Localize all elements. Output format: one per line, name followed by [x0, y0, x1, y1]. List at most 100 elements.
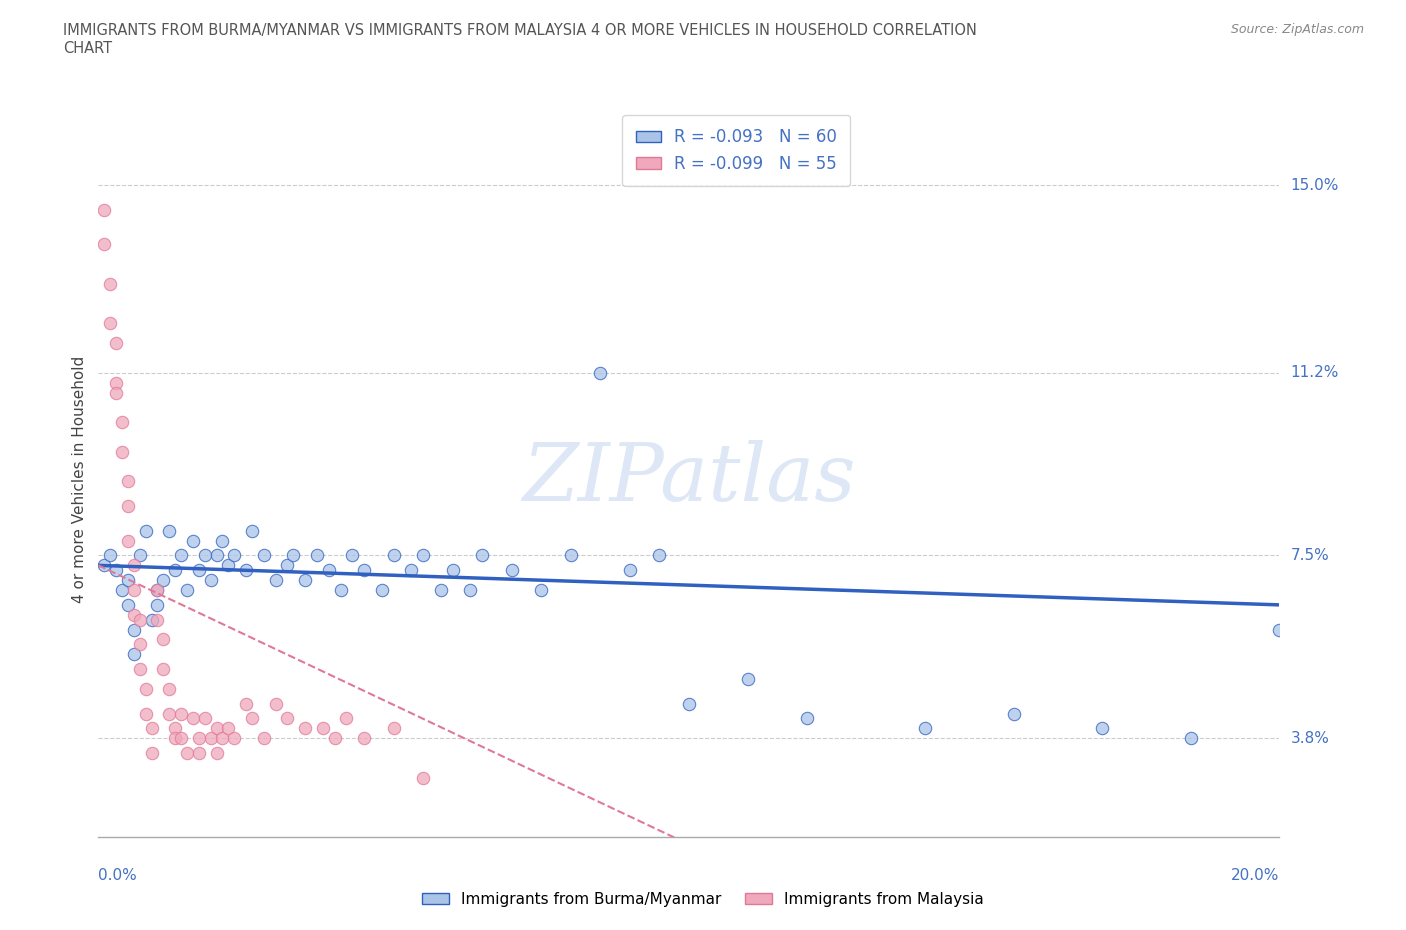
Point: [619, 563, 641, 578]
Point: [589, 365, 612, 380]
Point: [194, 548, 217, 563]
Point: [128, 637, 150, 652]
Point: [117, 533, 139, 548]
Point: [264, 573, 287, 588]
Point: [152, 661, 174, 676]
Point: [105, 336, 128, 351]
Point: [294, 573, 316, 588]
Point: [93, 203, 115, 218]
Point: [93, 237, 115, 252]
Point: [276, 558, 298, 573]
Point: [412, 770, 434, 785]
Point: [412, 548, 434, 563]
Point: [329, 582, 352, 597]
Point: [382, 548, 405, 563]
Text: Source: ZipAtlas.com: Source: ZipAtlas.com: [1230, 23, 1364, 36]
Point: [152, 573, 174, 588]
Point: [135, 524, 157, 538]
Point: [441, 563, 464, 578]
Point: [98, 548, 121, 563]
Point: [294, 721, 316, 736]
Point: [371, 582, 394, 597]
Point: [170, 731, 193, 746]
Point: [737, 671, 759, 686]
Point: [146, 612, 169, 627]
Point: [157, 706, 180, 721]
Point: [122, 607, 145, 622]
Text: IMMIGRANTS FROM BURMA/MYANMAR VS IMMIGRANTS FROM MALAYSIA 4 OR MORE VEHICLES IN : IMMIGRANTS FROM BURMA/MYANMAR VS IMMIGRA…: [63, 23, 977, 56]
Point: [200, 731, 222, 746]
Point: [176, 746, 198, 761]
Point: [1002, 706, 1025, 721]
Point: [170, 706, 193, 721]
Point: [157, 524, 180, 538]
Point: [211, 533, 233, 548]
Point: [200, 573, 222, 588]
Point: [122, 647, 145, 662]
Point: [224, 548, 246, 563]
Point: [1091, 721, 1114, 736]
Point: [430, 582, 453, 597]
Point: [117, 597, 139, 612]
Point: [135, 682, 157, 697]
Point: [122, 558, 145, 573]
Point: [305, 548, 328, 563]
Point: [253, 548, 276, 563]
Point: [170, 548, 193, 563]
Point: [98, 316, 121, 331]
Point: [152, 632, 174, 647]
Point: [176, 582, 198, 597]
Point: [914, 721, 936, 736]
Point: [181, 533, 204, 548]
Point: [187, 731, 209, 746]
Point: [157, 682, 180, 697]
Point: [235, 563, 257, 578]
Point: [401, 563, 423, 578]
Point: [678, 697, 700, 711]
Point: [165, 721, 187, 736]
Point: [240, 524, 263, 538]
Point: [530, 582, 553, 597]
Point: [224, 731, 246, 746]
Point: [165, 563, 187, 578]
Point: [283, 548, 305, 563]
Point: [471, 548, 494, 563]
Point: [128, 548, 150, 563]
Point: [117, 573, 139, 588]
Point: [181, 711, 204, 726]
Point: [141, 721, 163, 736]
Point: [117, 474, 139, 489]
Point: [122, 622, 145, 637]
Point: [187, 746, 209, 761]
Text: 0.0%: 0.0%: [98, 868, 138, 883]
Point: [648, 548, 671, 563]
Point: [146, 597, 169, 612]
Point: [264, 697, 287, 711]
Point: [382, 721, 405, 736]
Point: [217, 721, 239, 736]
Point: [105, 563, 128, 578]
Point: [128, 612, 150, 627]
Point: [342, 548, 364, 563]
Point: [122, 582, 145, 597]
Point: [117, 498, 139, 513]
Point: [194, 711, 217, 726]
Point: [1268, 622, 1291, 637]
Point: [128, 661, 150, 676]
Point: [211, 731, 233, 746]
Point: [460, 582, 482, 597]
Point: [146, 582, 169, 597]
Point: [187, 563, 209, 578]
Point: [796, 711, 818, 726]
Legend: Immigrants from Burma/Myanmar, Immigrants from Malaysia: Immigrants from Burma/Myanmar, Immigrant…: [416, 886, 990, 913]
Point: [105, 385, 128, 400]
Point: [111, 445, 134, 459]
Point: [217, 558, 239, 573]
Point: [105, 375, 128, 390]
Y-axis label: 4 or more Vehicles in Household: 4 or more Vehicles in Household: [72, 355, 87, 603]
Point: [353, 563, 375, 578]
Point: [98, 276, 121, 291]
Point: [240, 711, 263, 726]
Point: [335, 711, 357, 726]
Text: 20.0%: 20.0%: [1232, 868, 1279, 883]
